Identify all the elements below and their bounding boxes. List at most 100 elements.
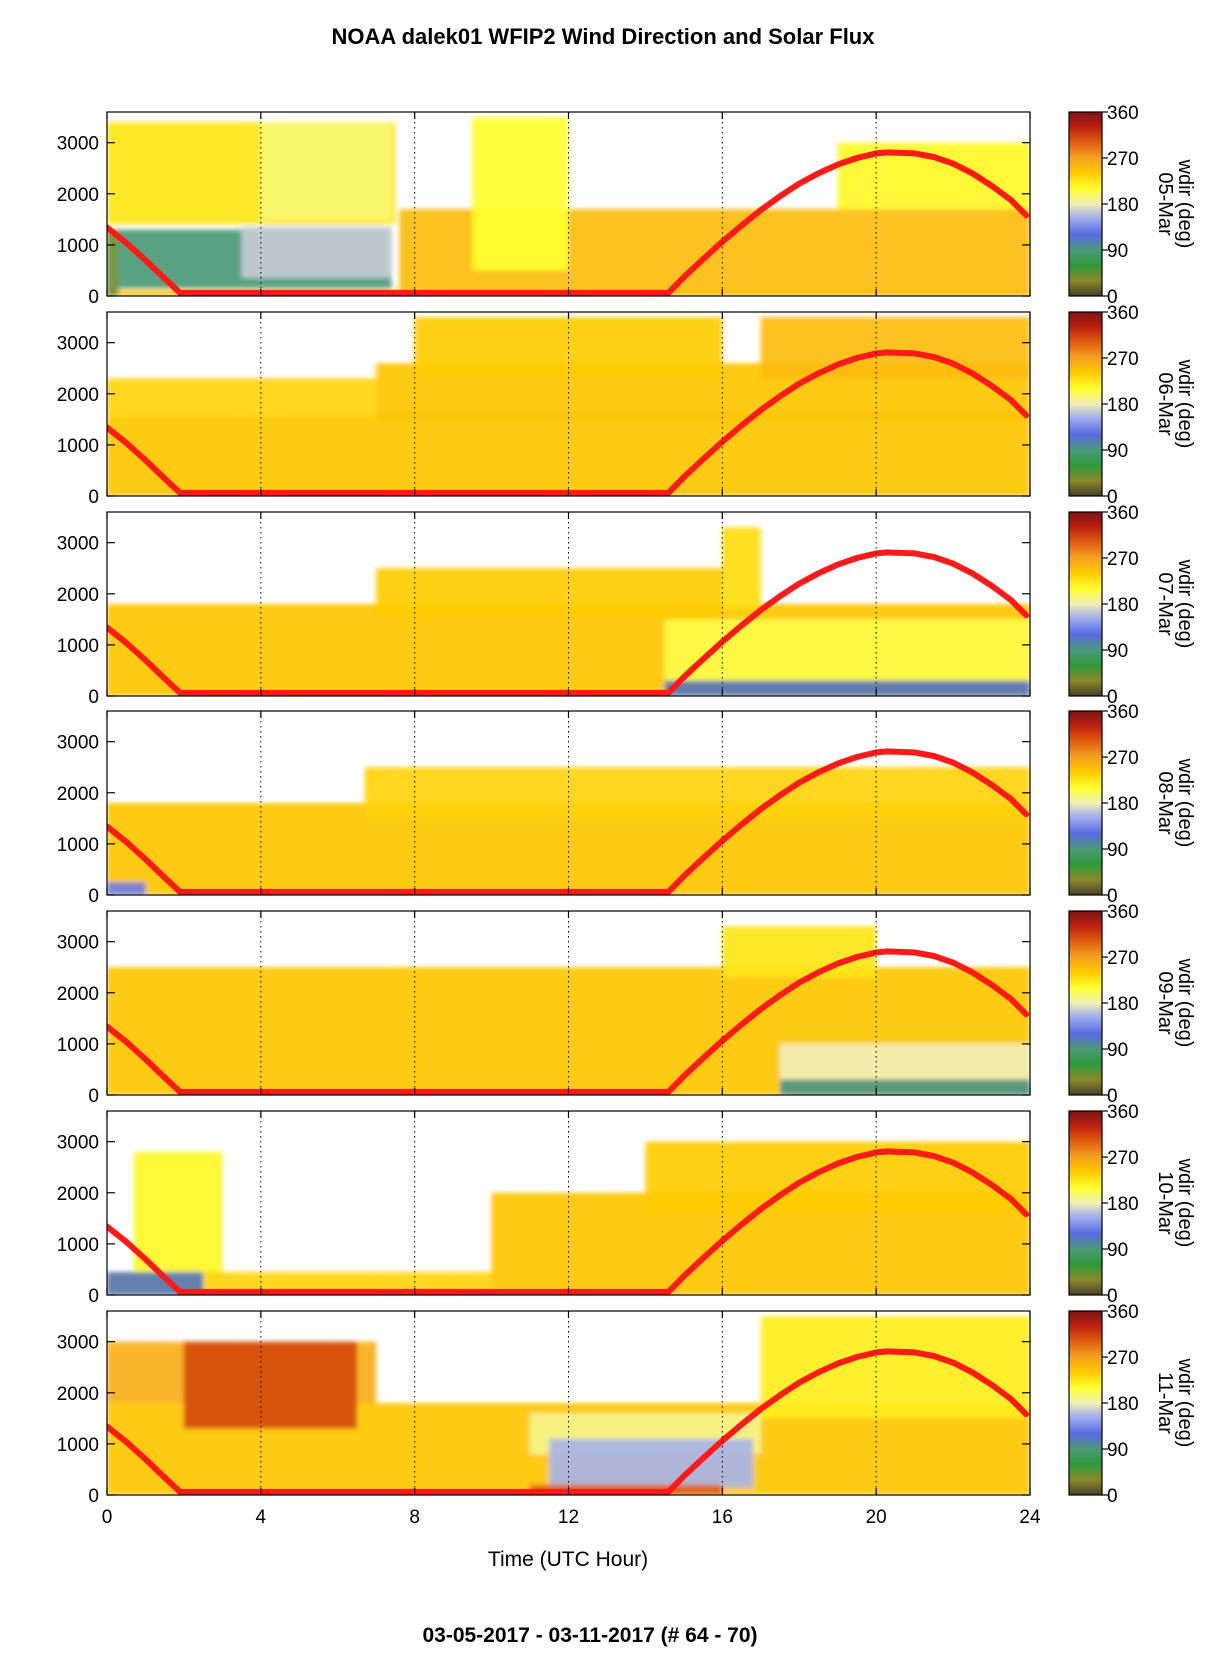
- colorbar-label: wdir (deg): [1174, 1158, 1196, 1248]
- colorbar-tick-label: 0: [1107, 1286, 1118, 1307]
- colorbar-tick-label: 270: [1107, 349, 1139, 370]
- wdir-layer: [664, 619, 1030, 681]
- colorbar-tick-label: 360: [1107, 1102, 1139, 1123]
- colorbar: [1068, 511, 1103, 697]
- colorbar-label: wdir (deg): [1174, 559, 1196, 649]
- wdir-layer: [472, 117, 569, 271]
- y-tick-label: 1000: [57, 436, 99, 457]
- wdir-layer: [107, 378, 377, 420]
- panel-date-label: 09-Mar: [1154, 971, 1176, 1035]
- y-tick-label: 2000: [57, 585, 99, 606]
- colorbar-tick-label: 90: [1107, 441, 1128, 462]
- y-tick-label: 3000: [57, 1133, 99, 1154]
- colorbar-tick-label: 360: [1107, 902, 1139, 923]
- wdir-layer: [780, 1079, 1030, 1095]
- wdir-layer: [645, 1141, 1030, 1214]
- wdir-field: [107, 1316, 1030, 1495]
- y-tick-label: 3000: [57, 733, 99, 754]
- y-tick-label: 0: [88, 487, 99, 508]
- solar-flux-curve: [107, 549, 1030, 696]
- colorbar-tick-label: 0: [1107, 687, 1118, 708]
- colorbar-tick-label: 90: [1107, 641, 1128, 662]
- y-tick-label: 0: [88, 1086, 99, 1107]
- y-tick-label: 2000: [57, 784, 99, 805]
- colorbar-tick-label: 360: [1107, 303, 1139, 324]
- panel-date-label: 10-Mar: [1154, 1171, 1176, 1235]
- y-tick-label: 0: [88, 886, 99, 907]
- y-tick-label: 1000: [57, 1235, 99, 1256]
- y-tick-label: 0: [88, 287, 99, 308]
- y-tick-label: 2000: [57, 185, 99, 206]
- colorbar-tick-label: 0: [1107, 1086, 1118, 1107]
- colorbar-tick-label: 180: [1107, 395, 1139, 416]
- wdir-layer: [364, 767, 1030, 819]
- colorbar-tick-label: 270: [1107, 1348, 1139, 1369]
- x-axis-label: Time (UTC Hour): [488, 1548, 648, 1571]
- colorbar: [1068, 1110, 1103, 1296]
- panel-date-label: 07-Mar: [1154, 572, 1176, 636]
- panel-09-Mar: 0 1000 2000 3000 0 90 180 270 360 wdir (deg)09-Ma…: [57, 902, 1196, 1107]
- y-tick-label: 2000: [57, 984, 99, 1005]
- colorbar-tick-label: 270: [1107, 748, 1139, 769]
- colorbar: [1068, 710, 1103, 896]
- y-tick-label: 2000: [57, 1384, 99, 1405]
- y-tick-label: 1000: [57, 1035, 99, 1056]
- panel-11-Mar: 0 1000 2000 3000 0 90 180 270 360 wdir (deg)11-Ma…: [57, 1302, 1196, 1507]
- x-tick-label: 12: [558, 1507, 579, 1528]
- panel-10-Mar: 0 1000 2000 3000 0 90 180 270 360 wdir (deg)10-Ma…: [57, 1102, 1196, 1307]
- panel-date-label: 05-Mar: [1154, 172, 1176, 236]
- colorbar: [1068, 1310, 1103, 1496]
- x-tick-label: 0: [102, 1507, 113, 1528]
- solar-flux-curve: [107, 1348, 1030, 1495]
- date-range-footer: 03-05-2017 - 03-11-2017 (# 64 - 70): [422, 1624, 757, 1647]
- y-tick-label: 1000: [57, 1435, 99, 1456]
- colorbar-label: wdir (deg): [1174, 159, 1196, 249]
- y-tick-label: 2000: [57, 385, 99, 406]
- y-tick-label: 3000: [57, 933, 99, 954]
- colorbar-label: wdir (deg): [1174, 1358, 1196, 1448]
- y-tick-label: 2000: [57, 1184, 99, 1205]
- x-tick-label: 20: [866, 1507, 887, 1528]
- solar-flux-curve: [107, 748, 1030, 895]
- colorbar-tick-label: 270: [1107, 948, 1139, 969]
- panel-date-label: 11-Mar: [1154, 1372, 1176, 1434]
- wdir-layer: [260, 122, 392, 220]
- colorbar-tick-label: 270: [1107, 549, 1139, 570]
- wdir-field: [107, 748, 1030, 895]
- y-tick-label: 0: [88, 1286, 99, 1307]
- wdir-layer: [664, 680, 1030, 696]
- colorbar-tick-label: 0: [1107, 487, 1118, 508]
- panel-05-Mar: 0 1000 2000 3000 0 90 180 270 360 wdir (deg)05-Ma…: [57, 103, 1196, 308]
- colorbar-tick-label: 180: [1107, 994, 1139, 1015]
- colorbar-tick-label: 180: [1107, 1394, 1139, 1415]
- colorbar-tick-label: 0: [1107, 287, 1118, 308]
- colorbar-tick-label: 0: [1107, 886, 1118, 907]
- y-tick-label: 3000: [57, 134, 99, 155]
- wdir-layer: [107, 882, 146, 895]
- colorbar-tick-label: 90: [1107, 1440, 1128, 1461]
- y-tick-label: 3000: [57, 534, 99, 555]
- wdir-layer: [760, 317, 1030, 379]
- panel-date-label: 08-Mar: [1154, 771, 1176, 835]
- solar-flux-curve: [107, 948, 1030, 1095]
- wdir-field: [107, 527, 1030, 696]
- x-tick-label: 24: [1019, 1507, 1041, 1528]
- colorbar-tick-label: 270: [1107, 1148, 1139, 1169]
- wdir-layer: [241, 227, 392, 279]
- colorbar-tick-label: 90: [1107, 1040, 1128, 1061]
- panel-07-Mar: 0 1000 2000 3000 0 90 180 270 360 wdir (deg)07-Ma…: [57, 503, 1196, 708]
- wdir-field: [107, 317, 1030, 496]
- colorbar-tick-label: 360: [1107, 1302, 1139, 1323]
- y-tick-label: 1000: [57, 636, 99, 657]
- wdir-layer: [107, 229, 119, 296]
- colorbar-tick-label: 360: [1107, 702, 1139, 723]
- wdir-layer: [107, 414, 1030, 496]
- colorbar-tick-label: 90: [1107, 840, 1128, 861]
- y-tick-label: 3000: [57, 1333, 99, 1354]
- wdir-field: [107, 117, 1030, 296]
- panel-08-Mar: 0 1000 2000 3000 0 90 180 270 360 wdir (deg)08-Ma…: [57, 702, 1196, 907]
- y-tick-label: 1000: [57, 236, 99, 257]
- colorbar-tick-label: 90: [1107, 1240, 1128, 1261]
- colorbar-label: wdir (deg): [1174, 758, 1196, 848]
- solar-flux-curve: [107, 149, 1030, 296]
